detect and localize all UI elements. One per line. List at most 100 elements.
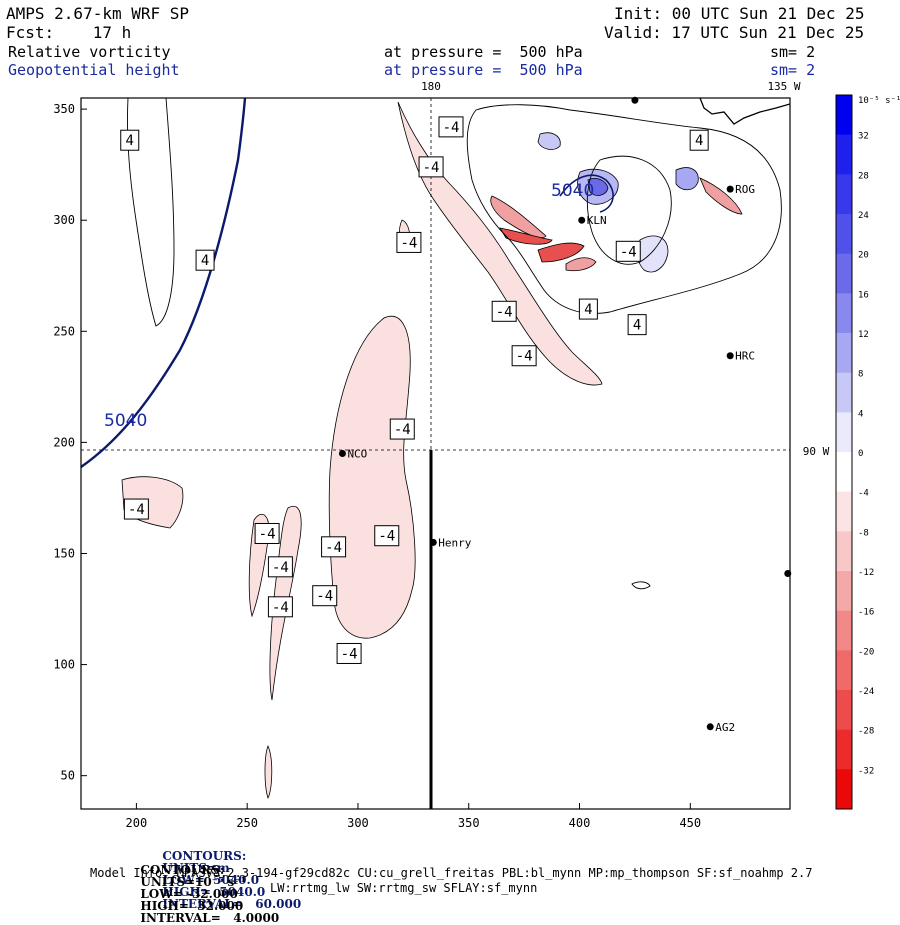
vorticity-label: 4 [633,318,641,334]
footer-model-info-2: LW:rrtmg_lw SW:rrtmg_sw SFLAY:sf_mynn [270,881,538,895]
colorbar-swatch [836,174,852,215]
field2-name: Geopotential height [8,61,180,79]
colorbar-swatch [836,769,852,810]
station-label: KLN [587,214,607,227]
colorbar-level: 8 [858,370,863,380]
station-label: ROG [735,183,755,196]
height-label: 5040 [104,411,147,431]
field1-smoothing: sm= 2 [770,43,816,61]
y-tick-label: 300 [53,213,75,227]
vorticity-streak-3 [537,242,585,263]
colorbar-unit: 10⁻⁵ s⁻¹ [858,96,900,106]
vorticity-label-box [312,585,338,607]
colorbar-level: 12 [858,330,869,340]
vorticity-label: -4 [272,600,289,616]
vorticity-label: -4 [325,540,342,556]
y-tick-label: 100 [53,658,75,672]
x-tick-label: 200 [126,816,148,830]
y-tick-label: 350 [53,102,75,116]
vorticity-streak-4 [565,257,597,272]
vorticity-label-box [389,418,415,440]
map-canvas: 200 250 300 350 400 4503503002502001501005018… [53,80,900,830]
vorticity-label-box [254,522,280,544]
vorticity-label: 4 [126,133,134,149]
footer-contours-label-1: CONTOURS: [162,849,247,863]
vorticity-label: -4 [259,526,276,542]
plot-title: AMPS 2.67-km WRF SP [6,4,190,23]
station-marker [726,185,734,193]
height-contour-5040-west [81,98,247,468]
vorticity-label: -4 [400,235,417,251]
contour-labels: 5040 5040 4 4 4 4 4 -4 -4 -4 -4 -4 -4 -4 -4 -4 -4 -4 -4 -4 -… [104,116,709,664]
vorticity-label: -4 [443,120,460,136]
vorticity-label-box [267,556,293,578]
vorticity-label-box [438,116,464,138]
colorbar-swatch [836,610,852,651]
station-marker [784,569,792,577]
vorticity-label: 4 [584,302,592,318]
colorbar-swatch [836,412,852,453]
footer-contours-low-1: LOW= 5040.0 [162,873,260,887]
valid-time: Valid: 17 UTC Sun 21 Dec 25 [604,23,865,42]
colorbar-swatch [836,293,852,334]
vorticity-label: -4 [516,349,533,365]
footer-contours-units-1: UNITS=m [162,861,230,875]
x-tick-label: 400 [569,816,591,830]
vorticity-contour-4-west [127,98,175,327]
colorbar-swatch [836,531,852,572]
vorticity-label-box [195,249,215,271]
height-contour-5040-east [559,174,614,213]
vorticity-label: -4 [378,529,395,545]
stations: NCO Henry KLN HRC AG2 ROG [338,96,792,734]
vorticity-label-box [396,231,422,253]
footer-contours-label-2: CONTOURS: [140,863,225,877]
meridian-label-90w: 90 W [803,445,830,458]
vorticity-label: -4 [423,160,440,176]
colorbar-swatch [836,95,852,136]
y-tick-label: 250 [53,324,75,338]
vorticity-label-box [374,525,400,547]
vorticity-band-northeast [397,101,603,386]
colorbar-level: 24 [858,211,869,221]
vorticity-cell-positive-core [587,178,609,196]
vorticity-label: -4 [316,589,333,605]
vorticity-streak-1 [490,195,547,239]
colorbar: 32 28 24 20 16 12 8 4 0 -4 -8 -12 -16 -20 -24 -28 -32 10⁻… [835,94,900,810]
map-frame [80,97,791,810]
colorbar-level: -12 [858,568,874,578]
vorticity-cell-positive-3 [675,167,699,191]
footer-contours-low-2: LOW= -32.000 [140,887,238,901]
x-tick-label: 350 [458,816,480,830]
station-label: Henry [438,536,471,549]
vorticity-streak-2 [499,227,553,245]
colorbar-swatch [836,253,852,294]
field1-level: at pressure = 500 hPa [384,43,583,61]
colorbar-swatch [836,729,852,770]
colorbar-level: -24 [858,687,874,697]
footer-contours-vorticity: CONTOURS: UNITS=10⁻⁵ s⁻¹ LOW= -32.000 HI… [132,852,279,924]
vorticity-label: -4 [496,304,513,320]
footer-contours-high-1: HIGH= 5040.0 [162,885,266,899]
meridian-label-180: 180 [421,80,441,93]
colorbar-level: 4 [858,409,863,419]
height-label: 5040 [551,181,594,201]
colorbar-swatch [836,491,852,532]
field1-name: Relative vorticity [8,43,171,61]
station-label: AG2 [715,721,735,734]
vorticity-label-box [418,156,444,178]
colorbar-level: 20 [858,251,869,261]
axes: 200 250 300 350 400 450 350 300 250 200 150 100 50 18… [53,80,829,830]
colorbar-swatch [836,134,852,175]
vorticity-label-box [627,314,647,336]
station-marker [726,352,734,360]
vorticity-label-box [689,129,709,151]
colorbar-swatch [836,690,852,731]
colorbar-level: -28 [858,727,874,737]
vorticity-label-box [615,240,641,262]
vorticity-cell-positive-4 [537,132,561,150]
colorbar-level: -8 [858,528,869,538]
vorticity-label: -4 [272,560,289,576]
colorbar-level: -20 [858,647,874,657]
footer-contours-interval-2: INTERVAL= 4.0000 [140,911,280,925]
vorticity-label-box [120,129,140,151]
